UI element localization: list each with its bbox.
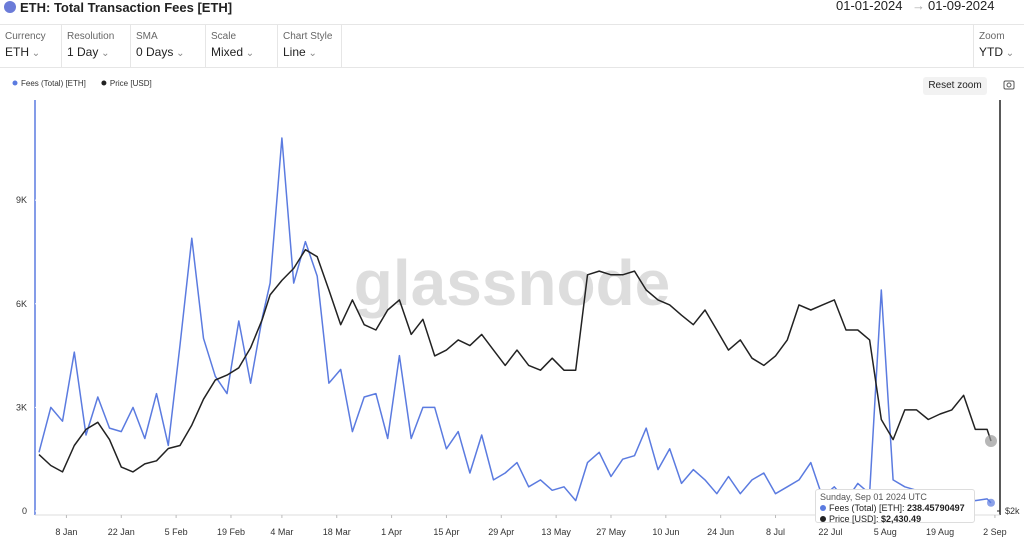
legend-dot: [101, 80, 107, 86]
x-tick-label: 27 May: [596, 527, 626, 537]
tooltip-value: $2,430.49: [881, 514, 922, 524]
x-tick-label: 4 Mar: [270, 527, 293, 537]
x-tick-label: 19 Aug: [926, 527, 954, 537]
date-to[interactable]: 01-09-2024: [928, 0, 995, 13]
control[interactable]: Resolution 1 Day: [62, 25, 131, 67]
logo: [4, 1, 16, 13]
series-line: [38, 137, 992, 504]
header: ETH: Total Transaction Fees [ETH] 01-01-…: [0, 0, 1024, 20]
arrow: →: [912, 0, 925, 13]
controls: Currency ETH Resolution 1 Day SMA 0 Days Sc…: [0, 24, 1024, 68]
x-tick-label: 22 Jan: [108, 527, 135, 537]
control-value: Line: [283, 45, 341, 59]
x-tick-label: 2 Sep: [983, 527, 1007, 537]
control-label: SMA: [136, 31, 158, 42]
tooltip-name: Price [USD]: [829, 514, 877, 524]
x-tick-label: 22 Jul: [818, 527, 842, 537]
x-tick-label: 1 Apr: [381, 527, 402, 537]
x-tick-label: 10 Jun: [652, 527, 679, 537]
x-tick-label: 19 Feb: [217, 527, 245, 537]
legend-dot: [12, 80, 18, 86]
tooltip-date: Sunday, Sep 01 2024 UTC: [820, 492, 927, 502]
control[interactable]: Zoom YTD: [973, 25, 1024, 67]
hover-dot: [985, 434, 997, 447]
watermark: glassnode: [354, 247, 671, 319]
control-value: 1 Day: [67, 45, 130, 59]
hover-dot: [987, 498, 995, 507]
control-value: Mixed: [211, 45, 277, 59]
x-tick-label: 24 Jun: [707, 527, 734, 537]
control[interactable]: Currency ETH: [0, 25, 62, 67]
x-tick-label: 15 Apr: [433, 527, 459, 537]
y-tick-label: 0: [22, 506, 27, 516]
x-tick-label: 5 Feb: [165, 527, 188, 537]
tooltip-row: Price [USD]: $2,430.49: [820, 514, 970, 524]
control-value: 0 Days: [136, 45, 205, 59]
plot: 0 3K 6K 9K $2k 8 Jan 22 Jan 5 Feb 19 Feb 4 Mar 18 …: [16, 137, 1020, 537]
tooltip-dot: [820, 505, 826, 511]
control-value: ETH: [5, 45, 61, 59]
x-tick-label: 8 Jan: [55, 527, 77, 537]
control-label: Resolution: [67, 31, 115, 42]
control-label: Scale: [211, 31, 237, 42]
x-tick-label: 29 Apr: [488, 527, 514, 537]
legend-label: Price [USD]: [110, 79, 152, 88]
date-from[interactable]: 01-01-2024: [836, 0, 903, 13]
x-tick-label: 8 Jul: [766, 527, 785, 537]
reset-zoom[interactable]: Reset zoom: [923, 77, 987, 95]
control-label: Zoom: [979, 31, 1005, 42]
control-label: Chart Style: [283, 31, 333, 42]
control[interactable]: Chart Style Line: [278, 25, 342, 67]
x-tick-label: 5 Aug: [874, 527, 897, 537]
control-label: Currency: [5, 31, 46, 42]
tooltip-name: Fees (Total) [ETH]: [829, 503, 903, 513]
y2-tick-label: $2k: [1005, 506, 1020, 516]
title: ETH: Total Transaction Fees [ETH]: [20, 0, 233, 15]
x-tick-label: 13 May: [541, 527, 571, 537]
tooltip-dot: [820, 516, 826, 522]
tooltip-value: 238.45790497: [907, 503, 965, 513]
tooltip-row: Fees (Total) [ETH]: 238.45790497: [820, 503, 970, 513]
y-tick-label: 9K: [16, 195, 27, 205]
legend: Fees (Total) [ETH] Price [USD]: [12, 79, 152, 88]
control[interactable]: Scale Mixed: [206, 25, 278, 67]
x-tick-label: 18 Mar: [323, 527, 351, 537]
control-value: YTD: [979, 45, 1024, 59]
tooltip: Sunday, Sep 01 2024 UTC Fees (Total) [ET…: [815, 489, 975, 524]
control[interactable]: SMA 0 Days: [131, 25, 206, 67]
legend-label: Fees (Total) [ETH]: [21, 79, 86, 88]
y-tick-label: 6K: [16, 299, 27, 309]
series-line: [38, 248, 992, 473]
y-tick-label: 3K: [16, 402, 27, 412]
